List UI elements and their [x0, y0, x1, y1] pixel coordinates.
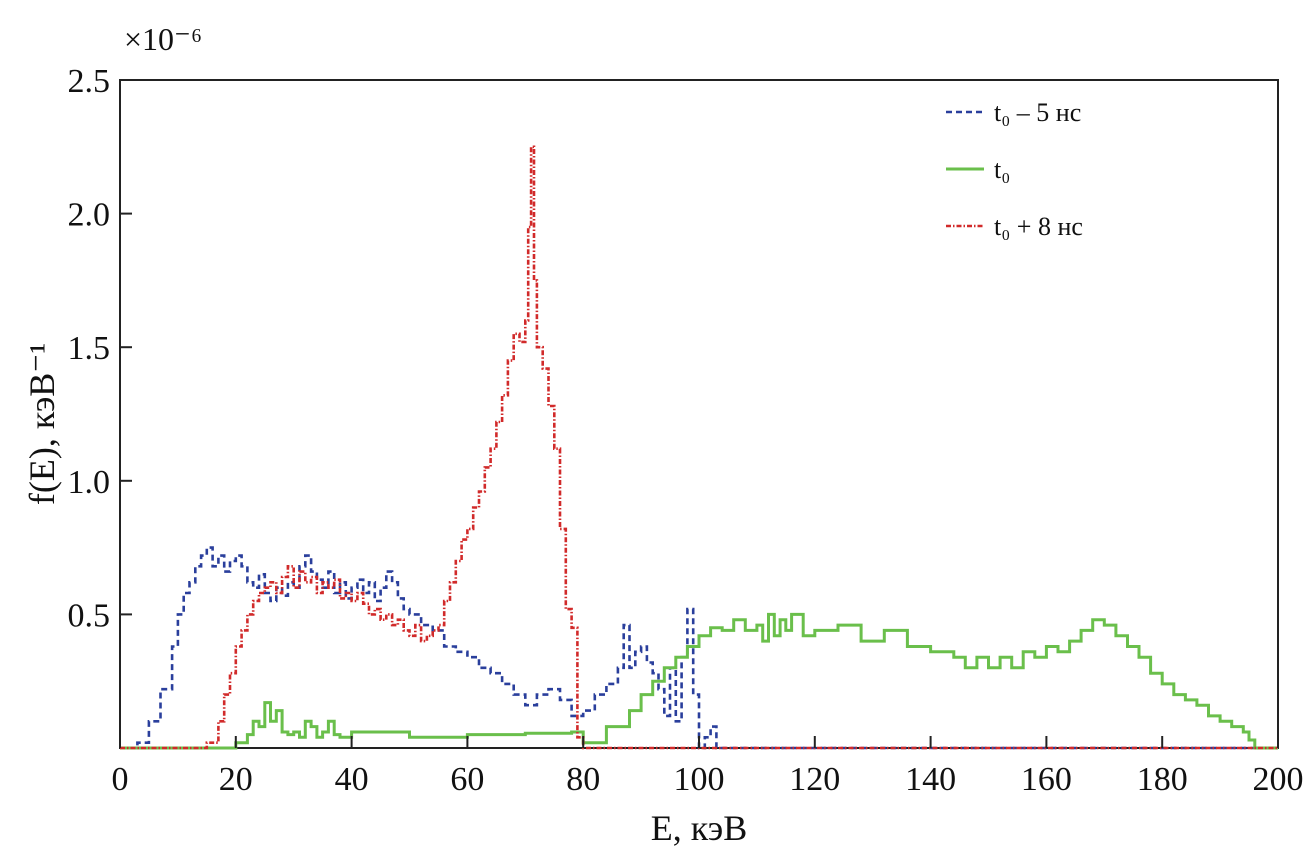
series-line-1 — [120, 612, 1278, 750]
series-line-2 — [120, 145, 1278, 750]
x-tick-label: 100 — [674, 761, 725, 798]
x-tick-label: 20 — [219, 761, 253, 798]
x-tick-label: 200 — [1253, 761, 1304, 798]
y-axis-multiplier: ×10⁻⁶ — [124, 21, 202, 57]
y-tick-label: 2.5 — [68, 63, 111, 100]
tick-layer: 0 20 40 60 80 100 120 140 160 180 200 0.5 1.0 1.5 2.0 2… — [68, 63, 1304, 798]
legend-label-2: t₀ + 8 нс — [994, 212, 1083, 241]
x-tick-label: 60 — [450, 761, 484, 798]
series-layer — [120, 145, 1278, 750]
x-tick-label: 40 — [335, 761, 369, 798]
y-tick-label: 1.5 — [68, 330, 111, 367]
x-tick-label: 180 — [1137, 761, 1188, 798]
legend: t₀ – 5 нс t₀ t₀ + 8 нс — [946, 98, 1083, 241]
y-tick-label: 0.5 — [68, 597, 111, 634]
series-line-0 — [120, 546, 1278, 750]
y-tick-label: 1.0 — [68, 464, 111, 501]
x-tick-label: 120 — [789, 761, 840, 798]
legend-label-1: t₀ — [994, 155, 1010, 184]
x-tick-label: 80 — [566, 761, 600, 798]
legend-label-0: t₀ – 5 нс — [994, 98, 1081, 127]
y-tick-label: 2.0 — [68, 197, 111, 234]
x-tick-label: 140 — [905, 761, 956, 798]
y-axis-title: f(E), кэВ⁻¹ — [22, 343, 62, 505]
x-tick-label: 160 — [1021, 761, 1072, 798]
x-axis-title: E, кэВ — [651, 808, 747, 848]
x-tick-label: 0 — [112, 761, 129, 798]
